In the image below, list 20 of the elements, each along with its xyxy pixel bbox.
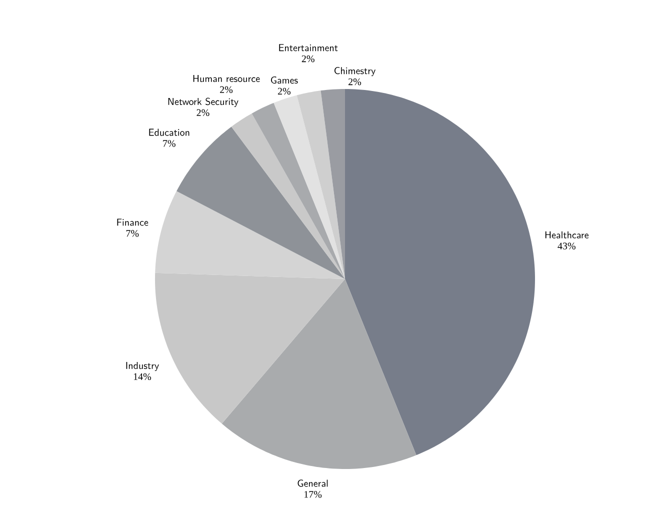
slice-label: Network Security	[168, 98, 238, 107]
slice-label: Entertainment	[279, 44, 338, 52]
data-label: 2%	[278, 88, 291, 95]
data-label: 7%	[163, 140, 176, 147]
data-label: 14%	[134, 373, 152, 380]
slice-label: Chimestry	[334, 67, 376, 76]
data-label: 2%	[220, 86, 233, 94]
data-label: 7%	[126, 230, 139, 237]
slice-label: Healthcare	[545, 231, 589, 238]
data-label: 2%	[302, 55, 314, 62]
slice-label: General	[298, 480, 328, 487]
slice-label: Education	[149, 128, 190, 136]
slice-label: Industry	[126, 362, 159, 371]
slice-label: Games	[271, 76, 298, 84]
data-label: 17%	[304, 491, 322, 498]
slice-label: Human resource	[193, 74, 260, 82]
data-label: 43%	[558, 242, 576, 250]
data-label: 2%	[348, 78, 362, 86]
slice-label: Finance	[117, 218, 148, 226]
data-label: 2%	[196, 109, 210, 116]
